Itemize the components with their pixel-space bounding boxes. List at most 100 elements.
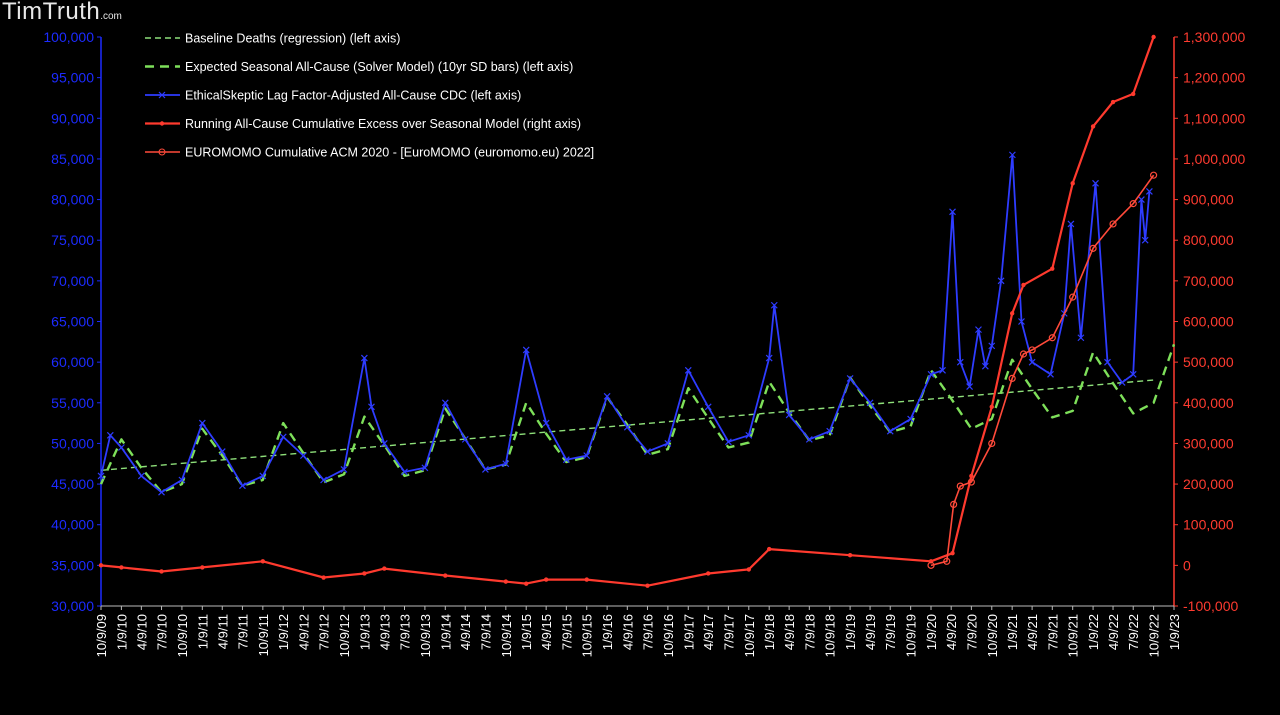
- legend-marker: [159, 121, 165, 126]
- x-tick-label: 7/9/22: [1126, 614, 1141, 650]
- data-point: [1067, 220, 1075, 228]
- x-tick-label: 4/9/10: [134, 614, 149, 650]
- data-point: [981, 362, 989, 370]
- x-tick-label: 7/9/19: [883, 614, 898, 650]
- data-point: [441, 399, 449, 407]
- data-point: [119, 565, 124, 570]
- data-point: [967, 478, 975, 486]
- data-point: [1019, 350, 1028, 358]
- data-point: [950, 550, 955, 556]
- x-tick-label: 1/9/12: [276, 614, 291, 650]
- left-tick-label: 55,000: [51, 395, 94, 411]
- data-point: [362, 571, 367, 576]
- x-tick-label: 10/9/21: [1066, 614, 1081, 657]
- x-tick-label: 4/9/11: [215, 614, 230, 649]
- left-tick-label: 100,000: [43, 29, 94, 45]
- data-point: [543, 577, 549, 582]
- legend-label: Expected Seasonal All-Cause (Solver Mode…: [185, 60, 573, 74]
- series-line: [99, 343, 1176, 494]
- series-line: [930, 174, 1155, 567]
- x-tick-label: 4/9/15: [539, 614, 554, 650]
- data-point: [1092, 179, 1099, 187]
- series-line: [100, 379, 1154, 471]
- x-tick-label: 10/9/19: [904, 614, 919, 657]
- left-tick-label: 50,000: [51, 435, 94, 451]
- right-tick-label: 1,100,000: [1183, 110, 1245, 126]
- right-tick-label: 400,000: [1183, 395, 1234, 411]
- x-tick-label: 4/9/16: [620, 614, 635, 650]
- right-tick-label: 200,000: [1183, 476, 1234, 492]
- data-point: [200, 565, 205, 570]
- x-tick-label: 1/9/19: [843, 614, 858, 650]
- data-point: [997, 277, 1005, 285]
- x-tick-label: 4/9/21: [1025, 614, 1040, 650]
- data-point: [1118, 379, 1126, 386]
- x-tick-label: 1/9/23: [1167, 614, 1182, 650]
- data-point: [623, 423, 631, 431]
- data-point: [401, 468, 408, 476]
- x-tick-label: 10/9/17: [742, 614, 757, 657]
- data-point: [98, 563, 104, 568]
- data-point: [939, 366, 946, 374]
- data-point: [1151, 34, 1156, 40]
- data-point: [956, 358, 964, 366]
- data-point: [299, 452, 307, 460]
- data-point: [704, 403, 712, 411]
- data-point: [770, 301, 778, 309]
- right-tick-label: 800,000: [1183, 232, 1234, 248]
- data-point: [886, 427, 894, 435]
- x-tick-label: 1/9/11: [195, 614, 210, 649]
- data-point: [1070, 181, 1075, 186]
- left-tick-label: 40,000: [51, 517, 94, 533]
- left-tick-label: 60,000: [51, 354, 94, 370]
- data-point: [1129, 200, 1137, 208]
- data-point: [1131, 91, 1136, 97]
- data-point: [1077, 334, 1085, 342]
- data-point: [106, 431, 114, 439]
- data-point: [943, 557, 951, 565]
- x-tick-label: 10/9/18: [823, 614, 838, 657]
- legend-label: Baseline Deaths (regression) (left axis): [185, 32, 400, 46]
- data-point: [1089, 244, 1097, 252]
- data-point: [1110, 99, 1116, 105]
- data-point: [461, 435, 469, 443]
- data-point: [382, 566, 387, 571]
- data-point: [1141, 236, 1149, 244]
- data-point: [137, 472, 145, 480]
- x-tick-label: 7/9/10: [155, 614, 170, 650]
- data-point: [746, 567, 751, 572]
- data-point: [745, 431, 753, 439]
- data-point: [1008, 374, 1016, 382]
- x-tick-label: 10/9/10: [175, 614, 190, 657]
- x-tick-label: 7/9/16: [640, 614, 655, 650]
- data-point: [321, 575, 326, 580]
- data-point: [765, 354, 773, 362]
- x-tick-label: 10/9/15: [580, 614, 595, 657]
- right-tick-label: 700,000: [1183, 273, 1234, 289]
- data-point: [159, 569, 164, 574]
- data-point: [907, 415, 915, 423]
- data-point: [198, 419, 206, 427]
- x-tick-label: 1/9/13: [357, 614, 372, 650]
- x-tick-label: 1/9/10: [114, 614, 129, 650]
- data-point: [524, 581, 529, 586]
- x-tick-label: 10/9/12: [337, 614, 352, 657]
- data-point: [847, 552, 853, 558]
- data-point: [1109, 220, 1117, 228]
- data-point: [1137, 196, 1145, 203]
- watermark-logo: TimTruth.com: [2, 0, 122, 25]
- data-point: [927, 561, 935, 569]
- x-tick-label: 10/9/14: [499, 614, 514, 657]
- data-point: [583, 452, 591, 460]
- left-tick-label: 80,000: [51, 192, 94, 208]
- data-point: [805, 435, 813, 443]
- x-tick-label: 7/9/14: [478, 614, 493, 650]
- right-tick-label: 500,000: [1183, 354, 1234, 370]
- data-point: [785, 411, 793, 419]
- data-point: [644, 448, 651, 455]
- right-tick-label: 0: [1183, 557, 1191, 573]
- x-tick-label: 7/9/21: [1045, 614, 1060, 650]
- data-point: [1008, 151, 1016, 159]
- data-point: [562, 456, 570, 464]
- data-point: [239, 482, 246, 490]
